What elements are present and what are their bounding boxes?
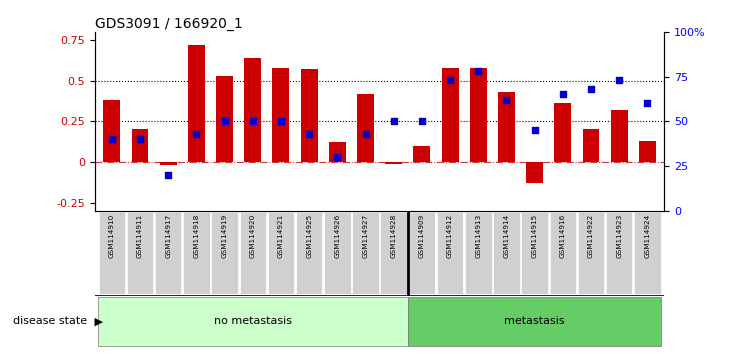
Bar	[526, 162, 543, 183]
Text: GSM114921: GSM114921	[278, 214, 284, 258]
Bar	[606, 212, 632, 294]
Point	[416, 119, 428, 124]
Point	[613, 77, 625, 83]
Text: GSM114912: GSM114912	[447, 214, 453, 258]
Bar	[328, 142, 346, 162]
Text: no metastasis: no metastasis	[214, 316, 292, 326]
Point	[585, 86, 597, 92]
Point	[557, 92, 569, 97]
Bar	[493, 212, 520, 294]
Point	[445, 77, 456, 83]
Point	[247, 119, 258, 124]
Bar	[583, 130, 599, 162]
Text: disease state: disease state	[13, 316, 88, 326]
Bar	[353, 212, 379, 294]
Text: metastasis: metastasis	[504, 316, 565, 326]
Point	[472, 68, 484, 74]
Bar	[324, 212, 350, 294]
Text: GSM114919: GSM114919	[222, 214, 228, 258]
Point	[106, 136, 118, 142]
Text: GSM114928: GSM114928	[391, 214, 396, 258]
Text: GSM114915: GSM114915	[531, 214, 537, 258]
Bar	[634, 212, 661, 294]
Bar	[268, 212, 294, 294]
Bar	[409, 212, 435, 294]
Bar	[554, 103, 572, 162]
Point	[360, 131, 372, 137]
Point	[303, 131, 315, 137]
Bar	[188, 45, 205, 162]
Bar	[437, 212, 464, 294]
Bar	[465, 212, 491, 294]
Bar	[183, 212, 210, 294]
Bar	[211, 212, 238, 294]
Point	[388, 119, 399, 124]
Point	[134, 136, 146, 142]
Bar	[380, 212, 407, 294]
Text: GSM114918: GSM114918	[193, 214, 199, 258]
Bar	[296, 212, 323, 294]
Text: GDS3091 / 166920_1: GDS3091 / 166920_1	[95, 17, 242, 31]
Text: GSM114924: GSM114924	[645, 214, 650, 258]
Bar	[550, 212, 576, 294]
Bar	[127, 212, 153, 294]
Bar	[413, 145, 431, 162]
Text: GSM114909: GSM114909	[419, 214, 425, 258]
Point	[501, 97, 512, 103]
Bar	[498, 92, 515, 162]
Point	[219, 119, 231, 124]
Bar	[98, 297, 408, 346]
Text: ▶: ▶	[91, 316, 103, 326]
Bar	[611, 110, 628, 162]
Bar	[216, 76, 233, 162]
Bar	[442, 68, 458, 162]
Point	[275, 119, 287, 124]
Bar	[639, 141, 656, 162]
Bar	[239, 212, 266, 294]
Bar	[272, 68, 289, 162]
Text: GSM114910: GSM114910	[109, 214, 115, 258]
Bar	[577, 212, 604, 294]
Text: GSM114927: GSM114927	[363, 214, 369, 258]
Bar	[470, 68, 487, 162]
Text: GSM114914: GSM114914	[504, 214, 510, 258]
Bar	[357, 94, 374, 162]
Bar	[521, 212, 548, 294]
Text: GSM114911: GSM114911	[137, 214, 143, 258]
Bar	[408, 297, 661, 346]
Point	[642, 101, 653, 106]
Text: GSM114917: GSM114917	[165, 214, 172, 258]
Bar	[385, 162, 402, 164]
Text: GSM114920: GSM114920	[250, 214, 256, 258]
Bar	[245, 58, 261, 162]
Text: GSM114923: GSM114923	[616, 214, 622, 258]
Bar	[155, 212, 182, 294]
Bar	[104, 100, 120, 162]
Text: GSM114926: GSM114926	[334, 214, 340, 258]
Bar	[160, 162, 177, 165]
Point	[331, 154, 343, 160]
Bar	[99, 212, 125, 294]
Point	[529, 127, 540, 133]
Text: GSM114913: GSM114913	[475, 214, 481, 258]
Text: GSM114922: GSM114922	[588, 214, 594, 258]
Bar	[301, 69, 318, 162]
Text: GSM114916: GSM114916	[560, 214, 566, 258]
Text: GSM114925: GSM114925	[306, 214, 312, 258]
Bar	[131, 130, 148, 162]
Point	[191, 131, 202, 137]
Point	[162, 172, 174, 178]
